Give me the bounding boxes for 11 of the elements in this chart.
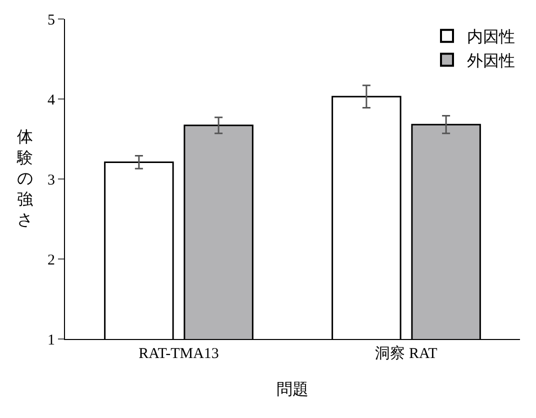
y-tick-label: 1: [48, 332, 55, 348]
legend-label: 外因性: [467, 52, 515, 70]
y-tick-label: 4: [48, 92, 56, 108]
x-tick-label: RAT-TMA13: [138, 346, 219, 362]
x-tick-label: 洞察 RAT: [375, 345, 438, 362]
y-tick-label: 2: [48, 252, 55, 268]
y-axis-title: 体験の強さ: [16, 129, 33, 230]
x-axis-title: 問題: [276, 382, 308, 399]
y-tick-label: 3: [48, 172, 55, 188]
y-tick-label: 5: [48, 12, 55, 28]
legend-label: 内因性: [467, 28, 515, 46]
